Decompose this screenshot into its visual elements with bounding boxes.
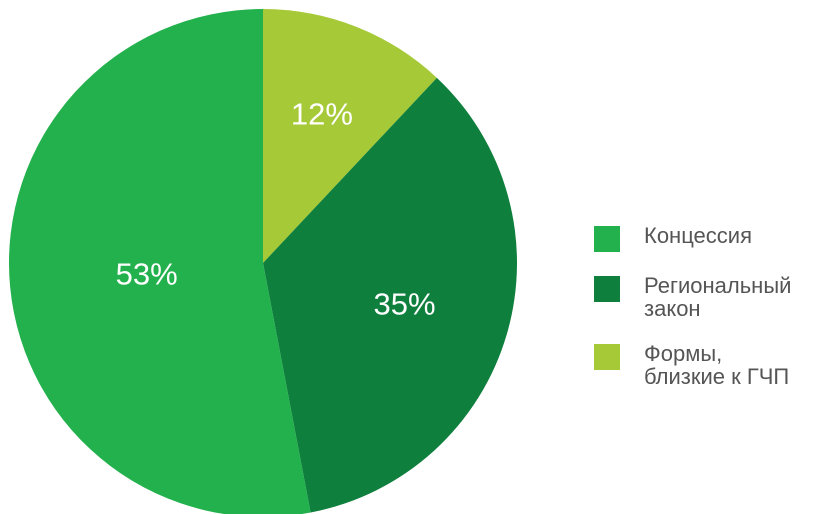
legend-swatch — [594, 276, 620, 302]
legend-label: Региональный закон — [644, 273, 792, 321]
pie-slice — [263, 77, 517, 513]
legend-label: Концессия — [644, 223, 752, 248]
legend-item-regional-law: Региональный закон — [594, 274, 826, 320]
legend-swatch — [594, 344, 620, 370]
legend-item-ppp-like-forms: Формы, близкие к ГЧП — [594, 342, 826, 388]
slice-value-label: 12% — [291, 97, 353, 132]
legend-label: Формы, близкие к ГЧП — [644, 341, 790, 389]
legend-item-concession: Концессия — [594, 224, 826, 252]
slice-value-label: 53% — [116, 257, 178, 292]
legend-swatch — [594, 226, 620, 252]
slice-value-label: 35% — [373, 287, 435, 322]
legend: Концессия Региональный закон Формы, близ… — [594, 224, 826, 410]
pie-value-labels: 12% 35% 53% — [116, 97, 436, 322]
pie-slices — [9, 9, 517, 514]
pie-slice — [263, 9, 437, 263]
pie-slice — [9, 9, 311, 514]
